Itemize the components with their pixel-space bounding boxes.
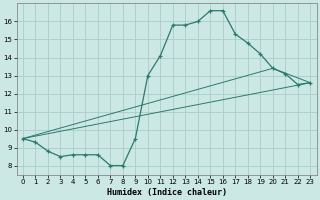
X-axis label: Humidex (Indice chaleur): Humidex (Indice chaleur) bbox=[107, 188, 227, 197]
